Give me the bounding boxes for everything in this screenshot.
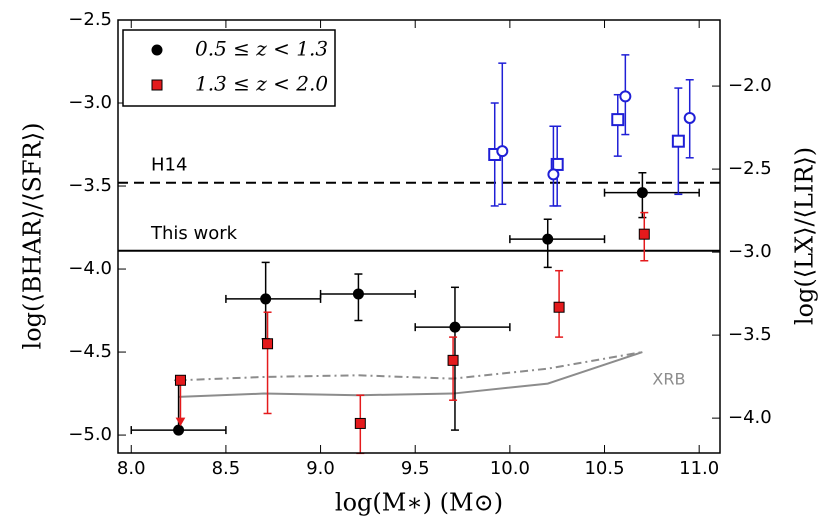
x-tick-label: 10.5 xyxy=(584,458,624,479)
y-tick-label: −2.5 xyxy=(68,9,112,30)
model-curve xyxy=(178,351,643,382)
y-tick-label: −4.5 xyxy=(68,341,112,362)
reference-label: This work xyxy=(150,223,238,244)
legend-label: 0.5 ≤ z < 1.3 xyxy=(195,37,328,61)
data-point xyxy=(447,354,459,366)
y-tick-label: −3.5 xyxy=(68,175,112,196)
legend-marker xyxy=(151,79,163,91)
data-point xyxy=(449,321,461,333)
legend-marker xyxy=(151,44,163,56)
curve-label: XRB xyxy=(652,370,685,389)
data-point xyxy=(683,111,696,124)
data-point xyxy=(547,168,560,181)
data-point xyxy=(638,228,650,240)
data-point xyxy=(352,288,364,300)
y2-tick-label: −2.5 xyxy=(728,158,772,179)
data-point xyxy=(553,301,565,313)
y-tick-label: −5.0 xyxy=(68,424,112,445)
data-point xyxy=(174,374,186,386)
data-point xyxy=(619,90,632,103)
legend-box xyxy=(122,29,336,107)
data-point xyxy=(496,145,509,158)
y2-tick-label: −2.0 xyxy=(728,75,772,96)
data-point xyxy=(262,338,274,350)
x-tick-label: 8.0 xyxy=(117,458,146,479)
y2-tick-label: −3.5 xyxy=(728,324,772,345)
legend-label: 1.3 ≤ z < 2.0 xyxy=(195,72,328,96)
x-axis-label: log(M∗) (M⊙) xyxy=(335,489,503,517)
x-tick-label: 8.5 xyxy=(212,458,241,479)
y2-axis-label: log(⟨LX⟩/⟨LIR⟩) xyxy=(791,147,819,325)
y2-tick-label: −3.0 xyxy=(728,241,772,262)
data-point xyxy=(173,424,185,436)
upper-limit-arrow xyxy=(175,417,186,427)
data-point xyxy=(542,233,554,245)
data-point xyxy=(671,134,685,148)
plot-frame xyxy=(117,19,721,454)
reference-label: H14 xyxy=(151,155,187,176)
x-tick-label: 10.0 xyxy=(490,458,530,479)
data-point xyxy=(260,293,272,305)
y-tick-label: −3.0 xyxy=(68,92,112,113)
y-axis-label: log(⟨BHAR⟩/⟨SFR⟩) xyxy=(19,123,47,350)
data-point xyxy=(354,417,366,429)
data-point xyxy=(636,187,648,199)
x-tick-label: 11.0 xyxy=(679,458,719,479)
y2-tick-label: −4.0 xyxy=(728,407,772,428)
y-tick-label: −4.0 xyxy=(68,258,112,279)
x-tick-label: 9.0 xyxy=(306,458,335,479)
x-tick-label: 9.5 xyxy=(401,458,430,479)
data-point xyxy=(611,113,625,127)
model-curve xyxy=(178,351,643,398)
